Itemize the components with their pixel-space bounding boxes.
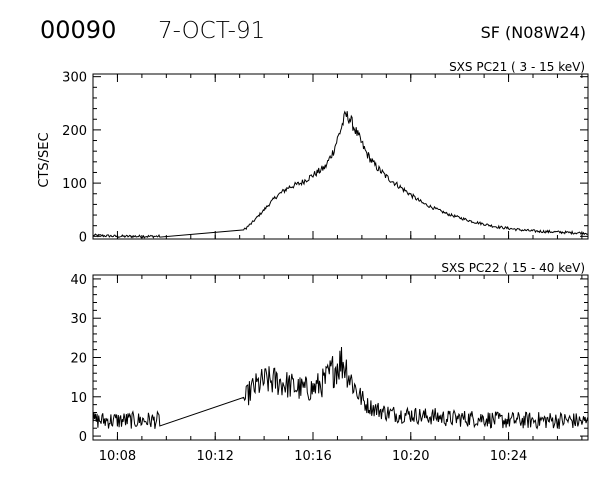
event-id: 00090 [40, 16, 116, 44]
panel-pc22: SXS PC22 ( 15 - 40 keV) 0 10 20 30 40 10:08 1… [70, 261, 589, 464]
event-date: 7-OCT-91 [158, 18, 265, 44]
x-tick-label: 10:12 [196, 449, 233, 464]
x-tick-label: 10:16 [294, 449, 331, 464]
x-tick-label: 10:20 [392, 449, 429, 464]
y-tick-label: 40 [70, 273, 87, 288]
x-tick-label: 10:24 [490, 449, 527, 464]
y-tick-label: 0 [79, 430, 87, 445]
panel-pc21-title: SXS PC21 ( 3 - 15 keV) [449, 60, 585, 74]
x-tick-label: 10:08 [99, 449, 136, 464]
flare-location: SF (N08W24) [481, 23, 586, 42]
y-tick-label: 200 [62, 124, 87, 139]
y-tick-label: 100 [62, 177, 87, 192]
series-line [92, 110, 588, 239]
y-tick-label: 20 [70, 352, 87, 367]
y-tick-label: 0 [79, 230, 87, 245]
y-tick-label: 10 [70, 391, 87, 406]
y-axis-label: CTS/SEC [37, 132, 52, 187]
y-tick-label: 30 [70, 312, 87, 327]
panel-pc22-title: SXS PC22 ( 15 - 40 keV) [441, 261, 585, 275]
series-line [92, 346, 589, 430]
panel-pc21-frame [92, 73, 589, 240]
y-tick-label: 300 [62, 71, 87, 86]
panel-pc21: SXS PC21 ( 3 - 15 keV) CTS/SEC 0 100 200 30… [37, 60, 589, 245]
